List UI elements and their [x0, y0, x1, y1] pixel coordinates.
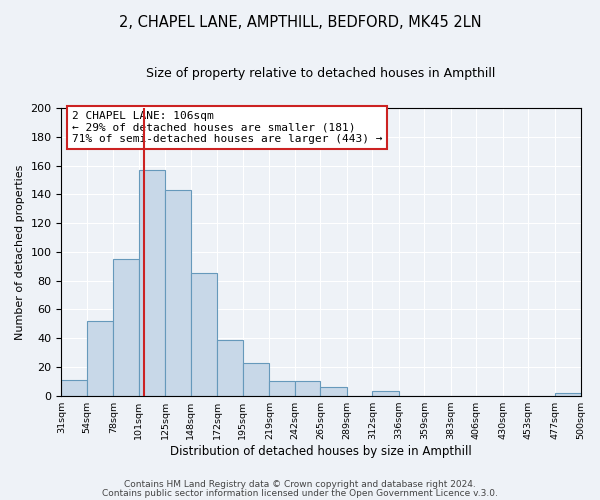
Bar [166, 190, 191, 396]
Bar [373, 392, 399, 396]
Bar [217, 340, 243, 396]
Bar [87, 321, 113, 396]
Text: Contains public sector information licensed under the Open Government Licence v.: Contains public sector information licen… [102, 490, 498, 498]
Text: Contains HM Land Registry data © Crown copyright and database right 2024.: Contains HM Land Registry data © Crown c… [124, 480, 476, 489]
Bar [61, 380, 87, 396]
Text: 2 CHAPEL LANE: 106sqm
← 29% of detached houses are smaller (181)
71% of semi-det: 2 CHAPEL LANE: 106sqm ← 29% of detached … [72, 111, 382, 144]
Text: 2, CHAPEL LANE, AMPTHILL, BEDFORD, MK45 2LN: 2, CHAPEL LANE, AMPTHILL, BEDFORD, MK45 … [119, 15, 481, 30]
X-axis label: Distribution of detached houses by size in Ampthill: Distribution of detached houses by size … [170, 444, 472, 458]
Bar [139, 170, 166, 396]
Bar [320, 387, 347, 396]
Bar [295, 381, 320, 396]
Bar [243, 362, 269, 396]
Title: Size of property relative to detached houses in Ampthill: Size of property relative to detached ho… [146, 68, 496, 80]
Y-axis label: Number of detached properties: Number of detached properties [15, 164, 25, 340]
Bar [555, 392, 581, 396]
Bar [269, 381, 295, 396]
Bar [113, 259, 139, 396]
Bar [191, 274, 217, 396]
